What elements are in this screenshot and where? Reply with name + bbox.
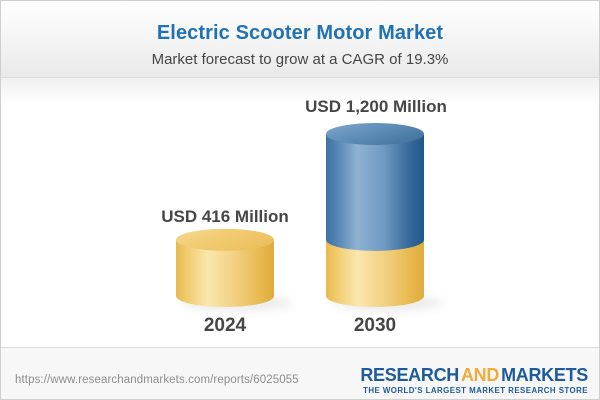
axis-label-2024: 2024 [203, 315, 247, 336]
axis-label-2030: 2030 [353, 315, 397, 336]
logo-tagline: THE WORLD'S LARGEST MARKET RESEARCH STOR… [363, 386, 588, 395]
value-label-2030: USD 1,200 Million [305, 97, 447, 116]
logo-word-markets: MARKETS [501, 365, 588, 385]
research-and-markets-logo: RESEARCH AND MARKETS THE WORLD'S LARGEST M… [360, 366, 588, 395]
chart-subtitle: Market forecast to grow at a CAGR of 19.… [151, 51, 449, 68]
header: Electric Scooter Motor Market Market for… [1, 1, 599, 78]
logo-word-and: AND [460, 365, 500, 385]
chart-area [1, 78, 599, 347]
report-url: https://www.researchandmarkets.com/repor… [15, 374, 299, 386]
footer: https://www.researchandmarkets.com/repor… [1, 347, 599, 399]
value-label-2024: USD 416 Million [161, 207, 289, 226]
chart-title: Electric Scooter Motor Market [156, 22, 444, 44]
logo-word-research: RESEARCH [360, 365, 459, 385]
logo-wordmark: RESEARCH AND MARKETS [360, 366, 588, 384]
